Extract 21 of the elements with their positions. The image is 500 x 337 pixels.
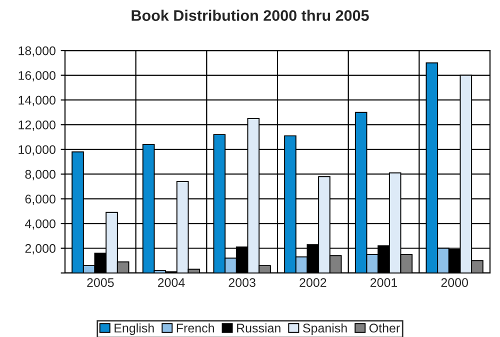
y-tick-label: 18,000: [18, 46, 56, 57]
x-tick-label: 2002: [300, 278, 326, 288]
legend-label: Spanish: [303, 323, 347, 335]
legend-label: English: [114, 323, 154, 335]
y-tick-label: 8,000: [25, 170, 56, 180]
y-tick-label: 6,000: [25, 194, 56, 205]
x-tick-label: 2004: [158, 278, 185, 288]
x-tick-label: 2000: [441, 278, 468, 288]
y-tick-label: 12,000: [18, 120, 56, 131]
x-tick-label: 2001: [370, 278, 398, 288]
y-tick-label: 16,000: [18, 71, 56, 82]
legend-label: Other: [369, 323, 400, 333]
chart-title: Book Distribution 2000 thru 2005: [132, 10, 369, 21]
x-tick-label: 2003: [228, 278, 256, 288]
x-tick-label: 2005: [87, 278, 114, 288]
y-tick-label: 14,000: [18, 96, 56, 106]
y-tick-label: 4,000: [24, 219, 56, 230]
y-tick-label: 2,000: [25, 244, 56, 254]
legend-label: Russian: [237, 323, 280, 333]
y-tick-label: 10,000: [18, 145, 56, 156]
legend-label: French: [176, 323, 214, 333]
